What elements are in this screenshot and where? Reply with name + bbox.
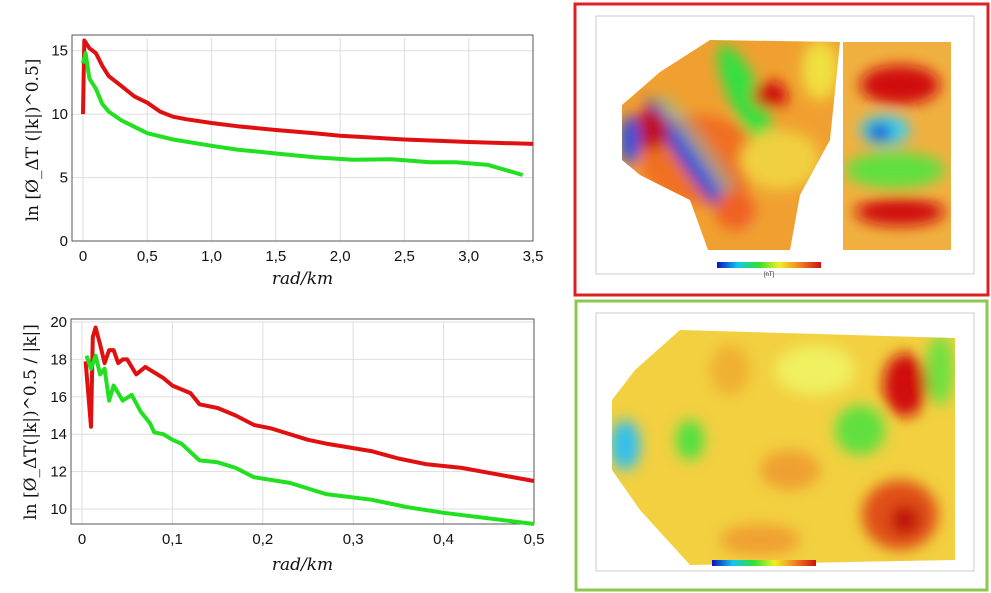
x-tick-label: 1,5 bbox=[265, 248, 286, 265]
magnetic-map-top: [nT] bbox=[622, 40, 951, 278]
x-tick-label: 0,4 bbox=[433, 531, 454, 548]
x-tick-label: 0,1 bbox=[162, 531, 183, 548]
y-tick-label: 20 bbox=[50, 314, 67, 331]
x-tick-label: 0 bbox=[79, 248, 87, 265]
x-axis-label: rad/km bbox=[272, 555, 333, 575]
y-tick-label: 15 bbox=[51, 43, 68, 60]
x-tick-label: 0 bbox=[78, 531, 86, 548]
x-tick-label: 2,5 bbox=[394, 248, 415, 265]
x-tick-label: 3,0 bbox=[458, 248, 479, 265]
magnetic-map-bottom bbox=[612, 330, 955, 566]
colorbar-unit-top: [nT] bbox=[764, 272, 775, 278]
y-tick-label: 10 bbox=[51, 106, 68, 123]
plot-frame bbox=[71, 34, 534, 242]
magnetic-map-top-frame bbox=[573, 2, 990, 297]
y-axis-label: ln [Ø_ΔT(|k|)^0.5 / |k|] bbox=[21, 324, 41, 520]
x-tick-label: 1,0 bbox=[201, 248, 222, 265]
y-tick-label: 10 bbox=[50, 501, 67, 518]
x-tick-label: 3,5 bbox=[523, 248, 544, 265]
colorbar-top bbox=[717, 262, 821, 268]
y-tick-label: 16 bbox=[50, 389, 67, 406]
x-tick-label: 0,5 bbox=[524, 531, 545, 548]
series-green-line bbox=[84, 353, 535, 526]
y-tick-label: 0 bbox=[60, 233, 68, 250]
y-tick-label: 12 bbox=[50, 464, 67, 481]
plot-frame bbox=[70, 318, 535, 525]
magnetic-map-bottom-frame bbox=[574, 299, 989, 592]
x-tick-label: 0,5 bbox=[137, 248, 158, 265]
y-tick-label: 14 bbox=[50, 426, 67, 443]
y-tick-label: 5 bbox=[60, 170, 68, 187]
series-red-line bbox=[81, 38, 534, 146]
x-tick-label: 0,2 bbox=[252, 531, 273, 548]
y-axis-label: ln [Ø_ΔT (|k|)^0.5] bbox=[23, 59, 43, 222]
x-tick-label: 2,0 bbox=[330, 248, 351, 265]
series-green-line bbox=[81, 51, 524, 177]
x-axis-label: rad/km bbox=[272, 269, 333, 289]
chart-top-spectrum: 0 0,5 1,0 1,5 2,0 2,5 3,0 3,5 0 5 10 15 rad/km ln [Ø_… bbox=[23, 34, 544, 289]
x-tick-label: 0,3 bbox=[343, 531, 364, 548]
chart-bottom-spectrum: 0 0,1 0,2 0,3 0,4 0,5 10 12 14 16 18 20 rad/km ln [Ø_… bbox=[21, 314, 545, 575]
y-tick-label: 18 bbox=[50, 351, 67, 368]
series-red-line bbox=[83, 325, 535, 483]
colorbar-bottom bbox=[712, 560, 816, 566]
